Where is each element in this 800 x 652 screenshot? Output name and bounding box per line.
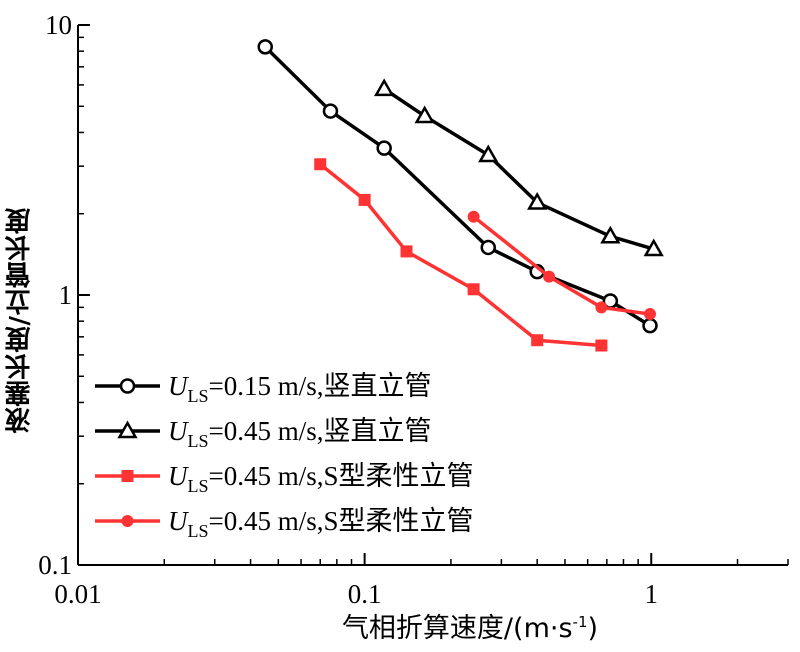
plot-series (257, 39, 664, 352)
data-point (414, 105, 435, 124)
data-point (543, 270, 556, 283)
y-tick-label: 1 (59, 280, 73, 310)
legend-entry: ULS=0.45 m/s,S型柔性立管 (95, 506, 474, 541)
legend-label: ULS=0.45 m/s,S型柔性立管 (168, 461, 474, 496)
data-point (322, 103, 339, 119)
data-point (643, 238, 664, 257)
data-point (531, 334, 544, 347)
data-point (595, 339, 608, 352)
legend-entry: ULS=0.45 m/s,S型柔性立管 (95, 461, 474, 496)
series-line (319, 162, 602, 348)
x-axis-label: 气相折算速度/(m·s-1) (190, 606, 750, 645)
series-3 (314, 158, 608, 352)
legend-label: ULS=0.45 m/s,竖直立管 (168, 416, 432, 451)
y-axis-label-box: 液塞长度/立管长度 (2, 60, 36, 580)
series-line (472, 215, 651, 316)
x-tick-label: 1 (644, 579, 658, 609)
legend-marker (117, 420, 138, 439)
series-line (383, 87, 655, 251)
legend-marker (121, 515, 134, 527)
data-point (467, 210, 480, 223)
legend-label: ULS=0.45 m/s,S型柔性立管 (168, 506, 474, 541)
data-point (527, 192, 548, 210)
data-point (374, 78, 395, 97)
data-point (642, 317, 658, 334)
legend-label: ULS=0.15 m/s,竖直立管 (168, 371, 432, 406)
series-2 (374, 78, 664, 257)
legend-entry: ULS=0.15 m/s,竖直立管 (95, 371, 432, 406)
data-point (467, 283, 480, 296)
y-axis-label: 液塞长度/立管长度 (4, 206, 35, 434)
data-point (595, 301, 608, 314)
series-4 (467, 210, 656, 321)
legend-entry: ULS=0.45 m/s,竖直立管 (95, 416, 432, 451)
data-point (480, 239, 497, 256)
data-point (400, 245, 413, 258)
data-point (478, 144, 499, 163)
x-axis-label-text: 气相折算速度/(m·s (341, 613, 573, 644)
data-point (600, 225, 621, 244)
legend-marker (119, 378, 136, 394)
x-axis-label-close: ) (587, 613, 599, 644)
x-tick-label: 0.1 (348, 579, 382, 609)
data-point (643, 308, 656, 321)
data-point (376, 140, 392, 156)
x-tick-label: 0.01 (54, 579, 101, 609)
legend-marker (121, 470, 134, 482)
x-axis-label-exponent: -1 (572, 613, 588, 631)
data-point (358, 193, 371, 206)
legend: ULS=0.15 m/s,竖直立管 ULS=0.45 m/s,竖直立管 ULS=0.… (95, 371, 474, 541)
y-tick-label: 10 (45, 10, 72, 40)
y-tick-label: 0.1 (38, 550, 72, 580)
data-point (257, 39, 273, 55)
data-point (314, 158, 327, 171)
series-1 (257, 39, 658, 334)
